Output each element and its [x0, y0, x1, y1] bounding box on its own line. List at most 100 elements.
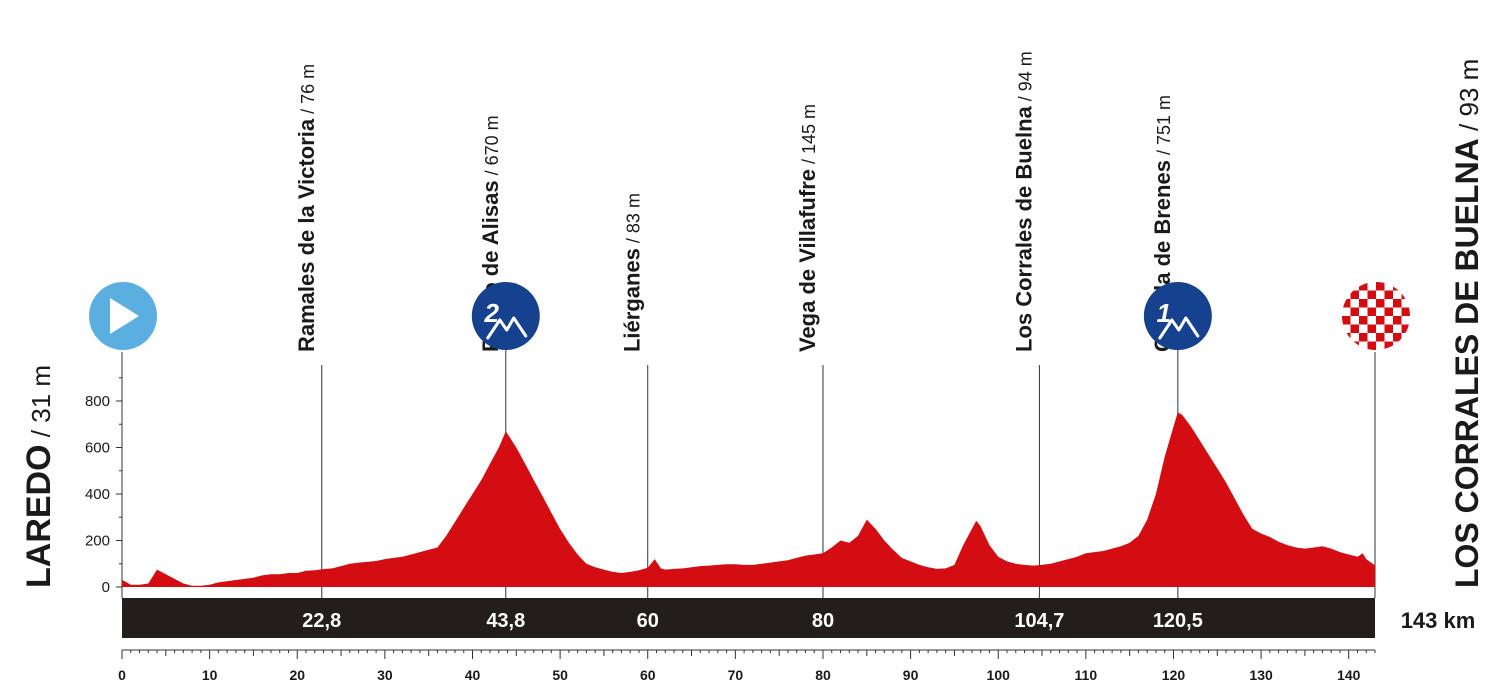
checkered-pattern	[1342, 282, 1419, 359]
start-finish-labels-group: LAREDO / 31 m LOS CORRALES DE BUELNA / 93…	[20, 59, 1485, 588]
x-tick-label: 120	[1162, 667, 1186, 683]
checker-square	[1384, 290, 1393, 299]
checker-square	[1350, 341, 1359, 350]
mountain-icon	[1158, 316, 1200, 340]
checker-square	[1367, 307, 1376, 316]
waypoint-name: Ramales de la Victoria	[294, 118, 319, 352]
x-tick-label: 50	[552, 667, 568, 683]
checker-square	[1410, 299, 1419, 308]
waypoint-altitude: / 751 m	[1154, 95, 1174, 160]
waypoint-label: Liérganes / 83 m	[620, 193, 645, 352]
distance-bar-km-label: 43,8	[486, 610, 525, 632]
checker-square	[1342, 282, 1351, 291]
waypoint-label: Los Corrales de Buelna / 94 m	[1011, 51, 1036, 352]
finish-label: LOS CORRALES DE BUELNA / 93 m	[1449, 59, 1485, 588]
play-triangle-icon	[110, 298, 139, 334]
checker-square	[1342, 350, 1351, 359]
start-name: LAREDO	[20, 444, 58, 588]
waypoint-label: Ramales de la Victoria / 76 m	[294, 64, 319, 352]
x-tick-label: 40	[465, 667, 481, 683]
checker-square	[1410, 316, 1419, 325]
y-tick-label: 800	[85, 393, 110, 410]
distance-bar-km-label: 22,8	[302, 610, 341, 632]
checker-square	[1367, 324, 1376, 333]
checker-square	[1342, 299, 1351, 308]
checker-square	[1384, 307, 1393, 316]
checker-square	[1376, 282, 1385, 291]
checker-square	[1359, 350, 1368, 359]
distance-bar-km-label: 120,5	[1153, 610, 1203, 632]
checker-square	[1350, 307, 1359, 316]
checker-square	[1384, 341, 1393, 350]
checker-square	[1410, 282, 1419, 291]
distance-bar-km-label: 104,7	[1014, 610, 1064, 632]
distance-bar	[122, 598, 1375, 638]
waypoint-altitude: / 145 m	[799, 104, 819, 169]
waypoint-altitude: / 94 m	[1015, 51, 1035, 106]
total-distance-label: 143 km	[1401, 608, 1476, 633]
distance-bar-km-label: 80	[812, 610, 834, 632]
checker-square	[1359, 316, 1368, 325]
x-tick-label: 130	[1249, 667, 1273, 683]
checker-square	[1384, 324, 1393, 333]
checker-square	[1393, 282, 1402, 291]
checker-square	[1350, 324, 1359, 333]
elevation-area	[122, 412, 1375, 587]
x-tick-label: 20	[289, 667, 305, 683]
mountain-icon	[486, 316, 528, 340]
waypoint-altitude: / 83 m	[624, 193, 644, 248]
x-tick-label: 100	[987, 667, 1011, 683]
checker-square	[1376, 333, 1385, 342]
checker-square	[1401, 307, 1410, 316]
y-tick-label: 0	[102, 579, 110, 596]
climb-category-number: 2	[484, 298, 500, 328]
x-tick-label: 140	[1337, 667, 1361, 683]
x-tick-label: 80	[815, 667, 831, 683]
start-altitude: / 31 m	[26, 365, 56, 444]
checker-square	[1393, 350, 1402, 359]
checker-square	[1410, 350, 1419, 359]
checker-square	[1376, 316, 1385, 325]
checker-square	[1393, 333, 1402, 342]
climb-category-number: 1	[1157, 298, 1171, 328]
x-tick-label: 110	[1075, 667, 1098, 683]
x-tick-label: 60	[640, 667, 656, 683]
checker-square	[1359, 282, 1368, 291]
checker-square	[1393, 316, 1402, 325]
x-tick-label: 10	[202, 667, 218, 683]
y-tick-label: 400	[85, 486, 110, 503]
waypoint-label: Vega de Villafufre / 145 m	[795, 104, 820, 352]
checker-square	[1401, 341, 1410, 350]
climb-category-icon	[1143, 282, 1212, 350]
finish-name: LOS CORRALES DE BUELNA	[1449, 138, 1485, 588]
checker-square	[1401, 324, 1410, 333]
climb-category-icon	[471, 282, 540, 350]
x-tick-label: 90	[903, 667, 919, 683]
checker-square	[1393, 299, 1402, 308]
x-tick-label: 70	[728, 667, 744, 683]
y-tick-label: 200	[85, 533, 110, 550]
checker-square	[1410, 333, 1419, 342]
axes-group: 0 200 400 600 800 0 10 20 30 40 50 60 70 80 90 100 110 12…	[85, 377, 1376, 683]
checker-square	[1359, 299, 1368, 308]
waypoint-name: Liérganes	[620, 248, 645, 352]
waypoint-altitude: / 76 m	[298, 64, 318, 119]
finish-altitude: / 93 m	[1454, 59, 1484, 138]
waypoint-name: Los Corrales de Buelna	[1011, 105, 1036, 352]
checker-square	[1367, 290, 1376, 299]
waypoint-name: Vega de Villafufre	[795, 169, 820, 352]
y-tick-label: 600	[85, 440, 110, 457]
x-tick-label: 30	[377, 667, 393, 683]
distance-bar-labels-group: 22,8 43,8 60 80 104,7 120,5	[302, 610, 1203, 632]
checker-square	[1376, 299, 1385, 308]
checker-square	[1350, 290, 1359, 299]
checker-square	[1376, 350, 1385, 359]
checker-square	[1342, 333, 1351, 342]
checker-square	[1359, 333, 1368, 342]
checker-square	[1401, 290, 1410, 299]
x-tick-label: 0	[118, 667, 126, 683]
